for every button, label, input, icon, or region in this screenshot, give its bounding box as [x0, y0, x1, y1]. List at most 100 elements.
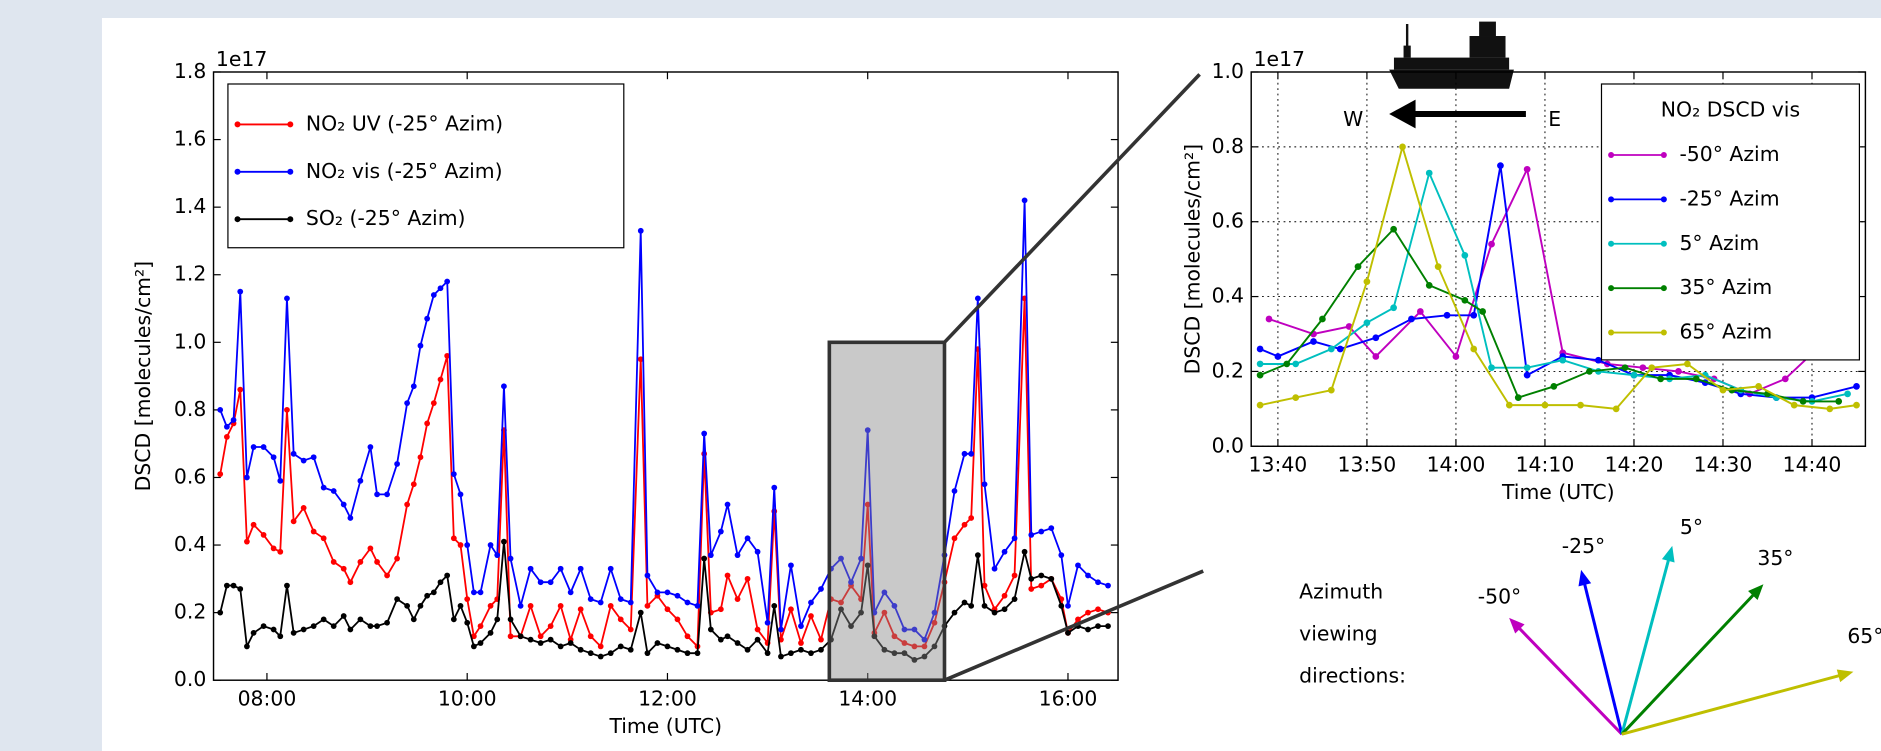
data-point	[607, 650, 614, 657]
data-point	[1541, 401, 1549, 409]
data-point	[1621, 364, 1629, 372]
y-tick-label: 0.8	[174, 397, 206, 421]
data-point	[260, 532, 267, 538]
data-point	[1001, 606, 1008, 613]
data-point	[430, 589, 437, 596]
data-point	[394, 596, 400, 602]
y-tick-label: 0.6	[174, 464, 206, 488]
data-point	[587, 633, 594, 640]
data-point	[1011, 596, 1018, 602]
data-point	[487, 630, 494, 636]
zoom-connector	[943, 569, 1204, 682]
data-point	[310, 528, 317, 535]
data-point	[1586, 368, 1593, 375]
data-point	[637, 227, 644, 234]
data-point	[627, 626, 634, 633]
data-point	[717, 606, 724, 613]
data-point	[974, 552, 981, 559]
x-tick-label: 14:40	[1783, 452, 1842, 476]
y-tick-label: 0.2	[174, 600, 206, 624]
data-point	[1550, 383, 1558, 390]
data-point	[1075, 562, 1081, 569]
data-point	[494, 616, 501, 623]
data-point	[818, 646, 824, 653]
data-point	[237, 288, 244, 295]
legend-marker	[1660, 329, 1667, 336]
data-point	[270, 454, 277, 461]
data-point	[1488, 364, 1495, 372]
data-point	[547, 636, 554, 643]
data-point	[991, 565, 998, 572]
azimuth-arrow	[1620, 592, 1756, 736]
data-point	[1523, 165, 1531, 173]
data-point	[450, 471, 457, 477]
data-point	[404, 602, 410, 609]
data-point	[244, 474, 250, 481]
data-point	[260, 444, 267, 450]
data-point	[277, 477, 284, 484]
data-point	[707, 552, 714, 559]
data-point	[457, 491, 464, 498]
data-point	[284, 407, 290, 413]
data-point	[968, 515, 975, 521]
data-point	[217, 609, 224, 616]
data-point	[607, 565, 614, 572]
x-axis-label: Time (UTC)	[1501, 480, 1615, 504]
data-point	[951, 535, 958, 542]
data-point	[1390, 304, 1397, 312]
data-point	[684, 633, 691, 640]
legend-marker	[1660, 285, 1667, 292]
data-point	[1021, 197, 1028, 204]
legend-marker	[1608, 285, 1615, 292]
data-point	[881, 646, 888, 653]
data-point	[464, 619, 471, 626]
data-point	[224, 423, 230, 430]
data-point	[270, 626, 277, 633]
data-point	[1639, 364, 1647, 372]
x-tick-label: 10:00	[438, 686, 497, 710]
data-point	[230, 582, 237, 589]
data-point	[981, 582, 988, 589]
data-point	[320, 535, 327, 542]
data-point	[1559, 356, 1567, 364]
data-point	[1292, 394, 1300, 401]
y-axis-label: DSCD [molecules/cm²]	[131, 261, 155, 491]
x-tick-label: 08:00	[238, 686, 297, 710]
data-point	[1095, 606, 1101, 613]
data-point	[1479, 308, 1486, 315]
data-point	[290, 630, 297, 636]
data-point	[1256, 345, 1264, 353]
data-point	[891, 602, 898, 609]
data-point	[617, 643, 624, 650]
data-point	[217, 471, 224, 477]
data-point	[424, 420, 431, 427]
data-point	[330, 623, 337, 630]
data-point	[911, 643, 918, 650]
data-point	[457, 542, 464, 548]
legend-marker	[1608, 240, 1615, 247]
data-point	[1085, 626, 1091, 633]
data-point	[477, 589, 484, 596]
data-point	[617, 616, 624, 623]
legend-box	[227, 83, 625, 249]
data-point	[430, 292, 437, 298]
data-point	[250, 630, 257, 636]
data-point	[464, 596, 471, 602]
legend-marker	[234, 168, 241, 175]
data-point	[417, 602, 424, 609]
legend-label: 65° Azim	[1679, 320, 1772, 344]
data-point	[444, 278, 451, 285]
data-point	[1461, 296, 1469, 304]
data-point	[290, 450, 297, 457]
azimuth-arrow	[1517, 626, 1623, 736]
data-point	[1844, 390, 1851, 398]
data-point	[410, 383, 417, 390]
data-point	[557, 565, 564, 572]
data-point	[1319, 315, 1326, 323]
data-point	[330, 488, 337, 494]
data-point	[1408, 315, 1415, 323]
data-point	[921, 653, 928, 660]
data-point	[921, 643, 928, 650]
data-point	[1038, 582, 1045, 589]
data-point	[838, 555, 844, 562]
